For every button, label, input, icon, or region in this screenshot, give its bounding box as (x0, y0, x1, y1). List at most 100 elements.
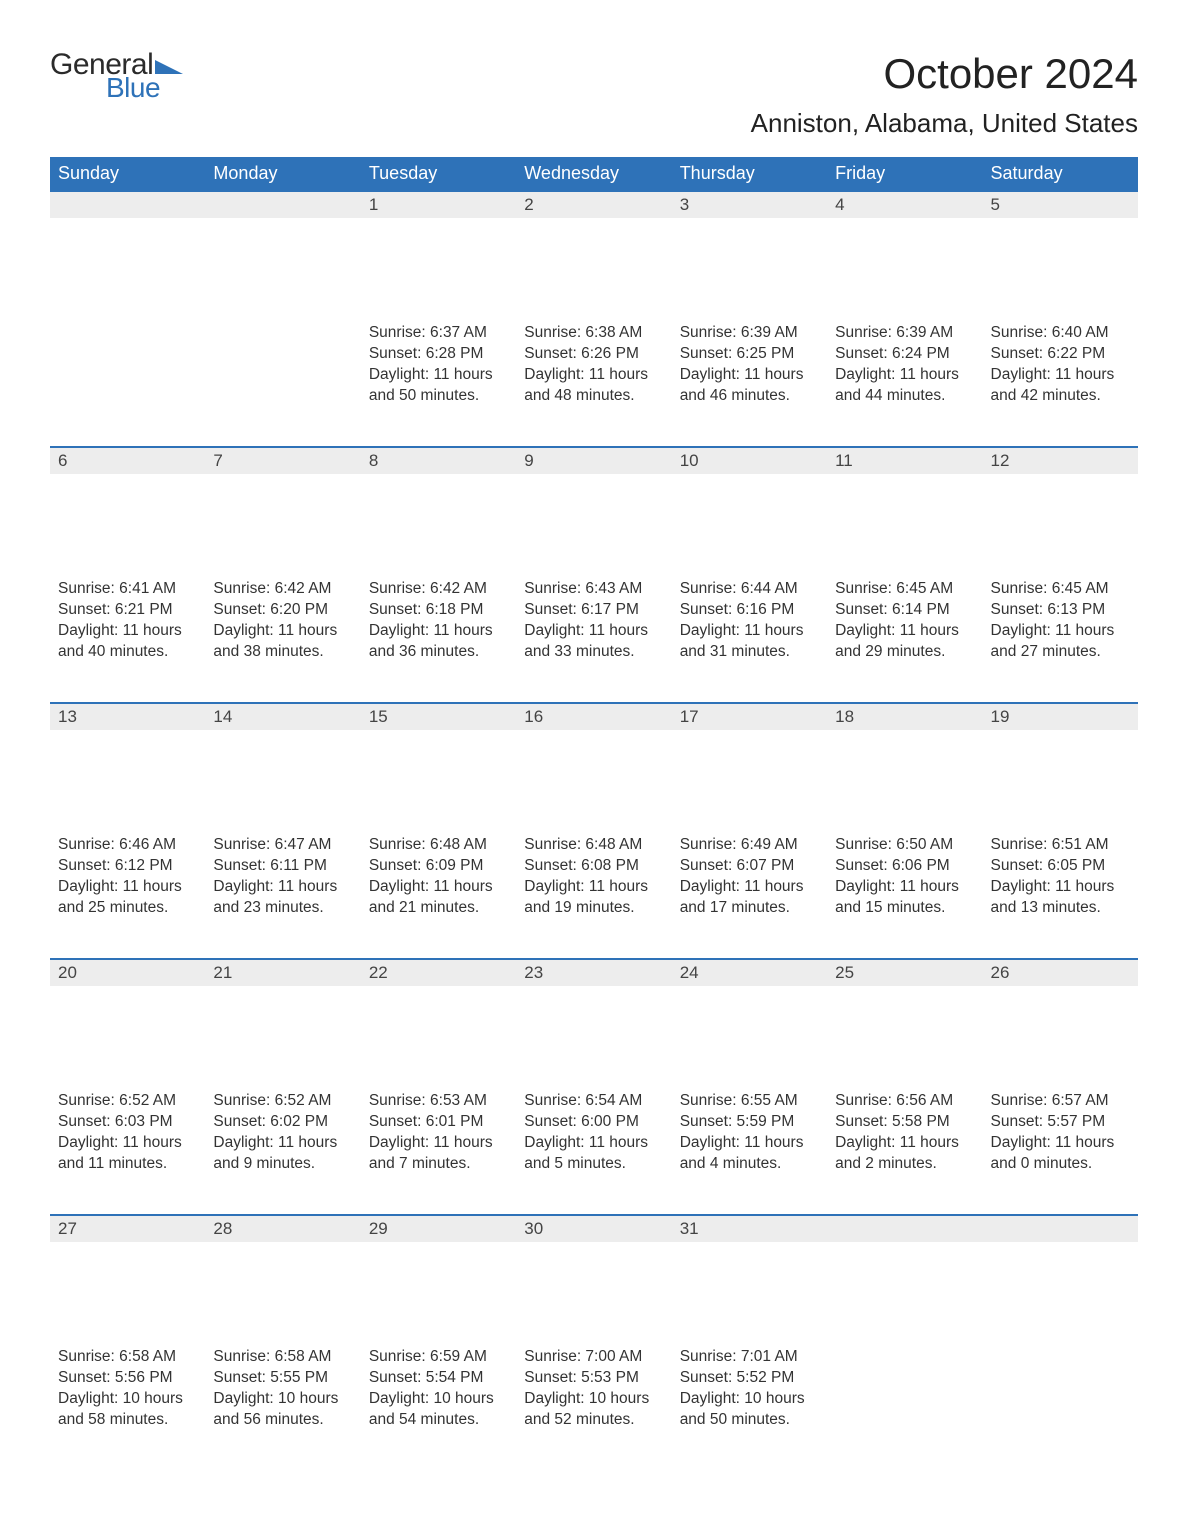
daylight-line: Daylight: 10 hours and 58 minutes. (58, 1389, 197, 1431)
col-thursday: Thursday (672, 157, 827, 191)
sunrise-line: Sunrise: 6:42 AM (369, 579, 508, 600)
day-cell: Sunrise: 6:45 AMSunset: 6:14 PMDaylight:… (827, 575, 982, 679)
sunset-line: Sunset: 6:08 PM (524, 856, 663, 877)
day-number: 3 (672, 192, 827, 218)
sunrise-line: Sunrise: 6:51 AM (991, 835, 1130, 856)
sunset-line: Sunset: 5:57 PM (991, 1112, 1130, 1133)
sunrise-line: Sunrise: 6:42 AM (213, 579, 352, 600)
day-number: 18 (827, 704, 982, 730)
sunrise-line: Sunrise: 6:39 AM (680, 323, 819, 344)
day-number: 6 (50, 448, 205, 474)
sunrise-line: Sunrise: 6:57 AM (991, 1091, 1130, 1112)
day-cell: Sunrise: 6:40 AMSunset: 6:22 PMDaylight:… (983, 319, 1138, 423)
sunrise-line: Sunrise: 6:58 AM (58, 1347, 197, 1368)
daylight-line: Daylight: 11 hours and 38 minutes. (213, 621, 352, 663)
sunrise-line: Sunrise: 6:53 AM (369, 1091, 508, 1112)
day-number: 27 (50, 1216, 205, 1242)
week-number-row: 6789101112 (50, 447, 1138, 575)
day-number: 1 (361, 192, 516, 218)
daylight-line: Daylight: 11 hours and 36 minutes. (369, 621, 508, 663)
day-number: 26 (983, 960, 1138, 986)
day-cell: Sunrise: 6:37 AMSunset: 6:28 PMDaylight:… (361, 319, 516, 423)
sunrise-line: Sunrise: 6:41 AM (58, 579, 197, 600)
sunset-line: Sunset: 6:01 PM (369, 1112, 508, 1133)
day-number (50, 192, 205, 218)
daylight-line: Daylight: 10 hours and 54 minutes. (369, 1389, 508, 1431)
week-number-row: 2728293031 (50, 1215, 1138, 1343)
sunrise-line: Sunrise: 6:54 AM (524, 1091, 663, 1112)
day-number: 22 (361, 960, 516, 986)
week-number-row: 12345 (50, 191, 1138, 319)
day-number: 24 (672, 960, 827, 986)
daylight-line: Daylight: 11 hours and 9 minutes. (213, 1133, 352, 1175)
day-cell: Sunrise: 6:48 AMSunset: 6:09 PMDaylight:… (361, 831, 516, 935)
sunrise-line: Sunrise: 6:58 AM (213, 1347, 352, 1368)
daylight-line: Daylight: 10 hours and 52 minutes. (524, 1389, 663, 1431)
sunset-line: Sunset: 6:18 PM (369, 600, 508, 621)
day-number: 25 (827, 960, 982, 986)
day-cell: Sunrise: 6:45 AMSunset: 6:13 PMDaylight:… (983, 575, 1138, 679)
day-number: 5 (983, 192, 1138, 218)
day-number: 8 (361, 448, 516, 474)
day-number (205, 192, 360, 218)
sunset-line: Sunset: 5:56 PM (58, 1368, 197, 1389)
day-cell: Sunrise: 6:39 AMSunset: 6:25 PMDaylight:… (672, 319, 827, 423)
sunrise-line: Sunrise: 6:55 AM (680, 1091, 819, 1112)
sunrise-line: Sunrise: 6:45 AM (835, 579, 974, 600)
location-subtitle: Anniston, Alabama, United States (751, 108, 1138, 139)
sunset-line: Sunset: 6:06 PM (835, 856, 974, 877)
sunset-line: Sunset: 5:54 PM (369, 1368, 508, 1389)
week-body-row: Sunrise: 6:58 AMSunset: 5:56 PMDaylight:… (50, 1343, 1138, 1471)
daylight-line: Daylight: 11 hours and 17 minutes. (680, 877, 819, 919)
daylight-line: Daylight: 11 hours and 2 minutes. (835, 1133, 974, 1175)
day-cell: Sunrise: 7:01 AMSunset: 5:52 PMDaylight:… (672, 1343, 827, 1447)
sunrise-line: Sunrise: 7:00 AM (524, 1347, 663, 1368)
daylight-line: Daylight: 11 hours and 23 minutes. (213, 877, 352, 919)
day-cell: Sunrise: 6:42 AMSunset: 6:20 PMDaylight:… (205, 575, 360, 679)
daylight-line: Daylight: 11 hours and 42 minutes. (991, 365, 1130, 407)
sunset-line: Sunset: 6:21 PM (58, 600, 197, 621)
col-sunday: Sunday (50, 157, 205, 191)
col-saturday: Saturday (983, 157, 1138, 191)
daylight-line: Daylight: 11 hours and 31 minutes. (680, 621, 819, 663)
day-cell: Sunrise: 6:38 AMSunset: 6:26 PMDaylight:… (516, 319, 671, 423)
sunrise-line: Sunrise: 6:46 AM (58, 835, 197, 856)
sunset-line: Sunset: 6:28 PM (369, 344, 508, 365)
sunset-line: Sunset: 6:22 PM (991, 344, 1130, 365)
col-wednesday: Wednesday (516, 157, 671, 191)
sunset-line: Sunset: 6:00 PM (524, 1112, 663, 1133)
sunrise-line: Sunrise: 6:52 AM (213, 1091, 352, 1112)
day-number (827, 1216, 982, 1242)
col-friday: Friday (827, 157, 982, 191)
day-cell: Sunrise: 6:58 AMSunset: 5:56 PMDaylight:… (50, 1343, 205, 1447)
sunrise-line: Sunrise: 6:49 AM (680, 835, 819, 856)
sunset-line: Sunset: 5:53 PM (524, 1368, 663, 1389)
daylight-line: Daylight: 11 hours and 7 minutes. (369, 1133, 508, 1175)
header: General Blue October 2024 Anniston, Alab… (50, 50, 1138, 151)
sunrise-line: Sunrise: 6:44 AM (680, 579, 819, 600)
day-cell: Sunrise: 6:56 AMSunset: 5:58 PMDaylight:… (827, 1087, 982, 1191)
daylight-line: Daylight: 11 hours and 44 minutes. (835, 365, 974, 407)
day-cell (50, 319, 205, 339)
sunset-line: Sunset: 6:07 PM (680, 856, 819, 877)
sunset-line: Sunset: 6:13 PM (991, 600, 1130, 621)
sunrise-line: Sunrise: 6:47 AM (213, 835, 352, 856)
day-cell: Sunrise: 6:39 AMSunset: 6:24 PMDaylight:… (827, 319, 982, 423)
day-number: 4 (827, 192, 982, 218)
day-number: 14 (205, 704, 360, 730)
sunrise-line: Sunrise: 6:40 AM (991, 323, 1130, 344)
sunrise-line: Sunrise: 6:39 AM (835, 323, 974, 344)
daylight-line: Daylight: 11 hours and 11 minutes. (58, 1133, 197, 1175)
day-cell: Sunrise: 6:50 AMSunset: 6:06 PMDaylight:… (827, 831, 982, 935)
day-cell: Sunrise: 6:41 AMSunset: 6:21 PMDaylight:… (50, 575, 205, 679)
daylight-line: Daylight: 10 hours and 56 minutes. (213, 1389, 352, 1431)
day-cell (827, 1343, 982, 1363)
week-body-row: Sunrise: 6:46 AMSunset: 6:12 PMDaylight:… (50, 831, 1138, 959)
sunrise-line: Sunrise: 6:48 AM (524, 835, 663, 856)
daylight-line: Daylight: 11 hours and 40 minutes. (58, 621, 197, 663)
col-tuesday: Tuesday (361, 157, 516, 191)
day-number: 9 (516, 448, 671, 474)
sunset-line: Sunset: 6:05 PM (991, 856, 1130, 877)
daylight-line: Daylight: 11 hours and 48 minutes. (524, 365, 663, 407)
col-monday: Monday (205, 157, 360, 191)
